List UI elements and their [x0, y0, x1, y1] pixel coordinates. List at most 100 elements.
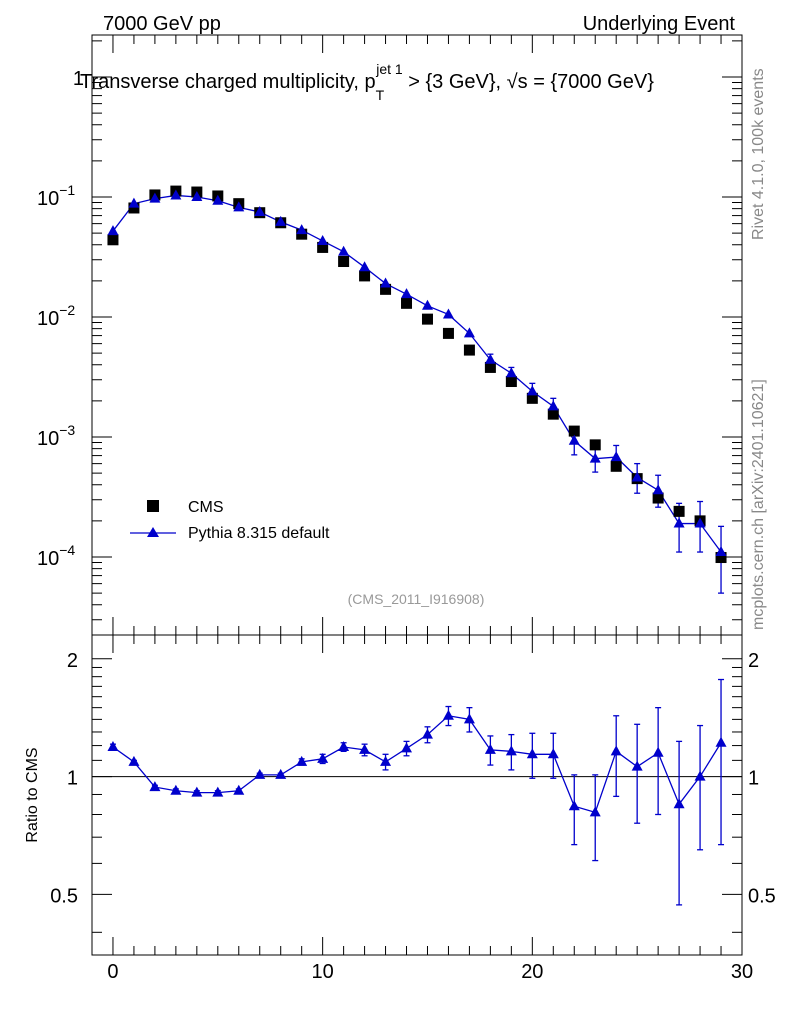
- ratio-point: [694, 770, 706, 781]
- y-tick-label: 10−4: [37, 542, 75, 570]
- pythia-point: [338, 245, 350, 256]
- title-superscript: jet 1: [375, 61, 403, 77]
- x-tick-label: 10: [312, 961, 334, 983]
- pythia-point: [694, 517, 706, 528]
- ratio-point: [631, 760, 643, 771]
- ratio-y-tick-label-right: 2: [748, 650, 759, 672]
- pythia-point: [212, 194, 224, 205]
- ratio-point: [610, 745, 622, 756]
- legend-pythia-marker: [147, 527, 159, 537]
- cms-point: [107, 234, 119, 246]
- pythia-point: [463, 327, 475, 338]
- cms-point: [589, 439, 601, 451]
- pythia-point: [589, 452, 601, 463]
- ratio-point: [442, 709, 454, 720]
- rivet-label: Rivet 4.1.0, 100k events: [750, 68, 767, 240]
- y-tick-label-power: −3: [59, 422, 75, 438]
- main-plot-series: [107, 185, 727, 594]
- y-tick-label-base: 10: [37, 188, 59, 210]
- ratio-point: [359, 743, 371, 754]
- cms-point: [401, 297, 413, 309]
- ratio-point: [149, 781, 161, 792]
- title-cut: > {3 GeV},: [403, 71, 507, 93]
- ratio-point: [233, 784, 245, 795]
- pythia-point: [380, 277, 392, 288]
- title-sqrt-s: √s: [507, 71, 528, 93]
- ratio-point: [296, 755, 308, 766]
- pythia-point: [128, 197, 140, 208]
- ratio-point: [401, 742, 413, 753]
- pythia-point: [505, 367, 517, 378]
- cms-point: [421, 313, 433, 325]
- cms-point: [484, 361, 496, 373]
- cms-point: [568, 425, 580, 437]
- pythia-point: [673, 517, 685, 528]
- y-tick-label: 10−1: [37, 182, 75, 210]
- ratio-y-tick-label-left: 1: [67, 768, 78, 790]
- x-tick-label: 30: [731, 961, 753, 983]
- ratio-point: [107, 741, 119, 751]
- ratio-line: [112, 715, 722, 814]
- pythia-point: [652, 484, 664, 495]
- ratio-point: [191, 786, 203, 797]
- y-tick-label-base: 10: [37, 548, 59, 570]
- cms-point: [380, 283, 392, 295]
- pythia-point: [442, 308, 454, 319]
- pythia-point: [631, 471, 643, 482]
- ratio-point: [128, 755, 140, 766]
- cms-point: [317, 241, 329, 253]
- ratio-y-tick-label-left: 2: [67, 650, 78, 672]
- ratio-point: [589, 806, 601, 817]
- pythia-point: [526, 385, 538, 396]
- title-subscript: T: [376, 87, 385, 103]
- pythia-point: [149, 192, 161, 203]
- ratio-point: [526, 748, 538, 759]
- pythia-point: [107, 225, 119, 236]
- ratio-point: [317, 752, 329, 763]
- cms-point: [338, 256, 350, 268]
- pythia-point: [170, 189, 182, 200]
- ratio-y-tick-label-right: 1: [748, 768, 759, 790]
- cms-point: [359, 270, 371, 282]
- cms-point: [463, 344, 475, 356]
- title-energy: = {7000 GeV}: [528, 71, 655, 93]
- ratio-point: [547, 748, 559, 759]
- title-main: Transverse charged multiplicity, p: [80, 71, 376, 93]
- ratio-point: [568, 800, 580, 811]
- mcplots-label: mcplots.cern.ch [arXiv:2401.10621]: [750, 379, 767, 630]
- ratio-point: [254, 768, 266, 779]
- ratio-point: [380, 755, 392, 766]
- cms-point: [526, 392, 538, 404]
- plot-title: Transverse charged multiplicity, pTjet 1…: [80, 61, 654, 103]
- ratio-y-tick-label-right: 0.5: [748, 885, 776, 907]
- ratio-y-tick-label-left: 0.5: [50, 885, 78, 907]
- pythia-point: [715, 546, 727, 557]
- x-tick-label: 20: [521, 961, 543, 983]
- pythia-point: [421, 299, 433, 310]
- ratio-point: [715, 736, 727, 747]
- y-tick-label-power: −2: [59, 302, 75, 318]
- pythia-point: [191, 191, 203, 201]
- pythia-point: [568, 434, 580, 445]
- pythia-point: [359, 261, 371, 272]
- ratio-plot-frame: [91, 634, 743, 956]
- ratio-point: [484, 743, 496, 754]
- header-left: 7000 GeV pp: [103, 13, 221, 35]
- header-right: Underlying Event: [583, 13, 736, 35]
- pythia-point: [254, 205, 266, 216]
- pythia-point: [317, 234, 329, 245]
- y-tick-label-power: −4: [59, 542, 75, 558]
- cms-point: [547, 408, 559, 420]
- y-tick-label: 1: [73, 68, 84, 90]
- pythia-point: [275, 215, 287, 226]
- cms-point: [715, 552, 727, 564]
- ratio-point: [463, 713, 475, 724]
- ratio-plot-series: [92, 678, 742, 906]
- y-tick-label-power: −1: [59, 182, 75, 198]
- ratio-point: [170, 784, 182, 795]
- ratio-point: [673, 798, 685, 809]
- y-tick-label: 10−2: [37, 302, 75, 330]
- cms-point: [128, 202, 140, 214]
